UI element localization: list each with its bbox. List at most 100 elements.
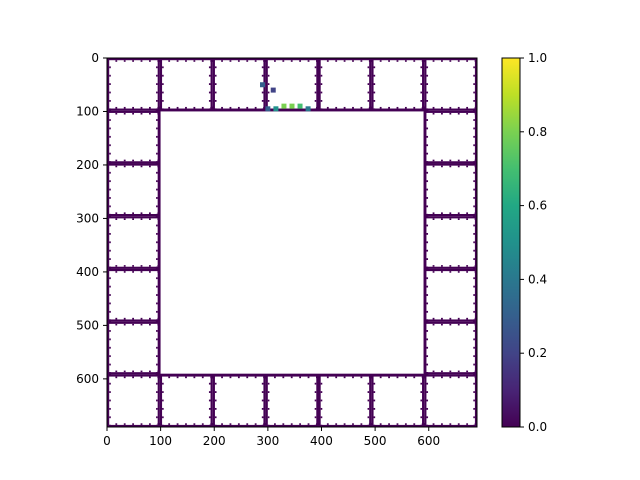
cell-notch [176,60,179,62]
cell-notch [432,165,435,168]
cell-notch [441,271,443,273]
cell-border [107,268,110,322]
cell-notch [326,60,329,62]
x-tick-label: 400 [310,434,333,448]
cell-notch [426,258,429,260]
cell-notch [432,265,435,267]
cell-notch [237,106,240,109]
cell-notch [162,100,164,102]
cell-notch [426,310,429,313]
cell-border [212,108,266,111]
cell-notch [132,60,134,62]
cell-notch [379,106,382,109]
corner-cross [475,423,477,427]
cell-notch [267,74,270,77]
cell-notch [157,165,160,168]
cell-notch [109,294,111,296]
cell-notch [466,271,469,273]
cell-notch [176,376,179,379]
cell-notch [176,423,179,425]
cell-notch [115,212,118,214]
cell-notch [210,106,213,109]
cell-border [424,163,427,217]
cell-notch [162,416,164,419]
cell-notch [466,106,469,109]
cell-notch [221,106,223,109]
cell-notch [314,391,317,393]
cell-notch [474,165,477,168]
cell-notch [299,60,302,62]
cell-notch [157,317,160,320]
cell-notch [314,416,317,419]
cell-notch [229,423,232,425]
cell-notch [432,218,435,220]
cell-notch [457,323,460,326]
fractal-cell [420,106,477,168]
colorbar-tick-label: 1.0 [528,51,547,65]
corner-cross [211,423,215,427]
cell-notch [109,416,111,419]
cell-notch [140,317,143,320]
highlight-cell [265,106,271,112]
fractal-cell [367,58,429,115]
cell-notch [466,265,469,267]
y-tick-label: 600 [76,372,99,386]
cell-notch [149,165,151,168]
cell-notch [157,423,160,425]
cell-notch [132,218,134,220]
cell-border [371,374,425,377]
cell-notch [457,60,460,62]
cell-notch [360,423,363,425]
cell-notch [373,399,376,402]
cell-border [474,268,477,322]
cell-notch [474,271,477,273]
cell-notch [115,317,118,320]
cell-notch [246,106,249,109]
cell-notch [314,91,317,94]
cell-notch [132,106,134,109]
cell-notch [421,376,424,379]
cell-notch [432,376,435,379]
cell-notch [367,91,370,94]
cell-notch [473,407,475,410]
cell-notch [335,106,338,109]
corner-cross [369,423,373,427]
cell-notch [157,159,160,162]
cell-notch [396,60,399,62]
cell-notch [379,376,382,379]
corner-cross [475,264,477,273]
cell-notch [149,112,151,115]
cell-border [424,58,427,111]
cell-notch [214,100,217,102]
cell-notch [274,376,276,379]
cell-notch [193,60,196,62]
cell-notch [473,363,475,366]
cell-notch [140,106,143,109]
cell-notch [132,265,134,267]
cell-notch [449,212,452,214]
cell-notch [157,376,160,379]
cell-notch [426,144,429,147]
cell-notch [314,382,317,385]
corner-cross [475,212,477,221]
cell-notch [426,294,429,296]
corner-cross [107,214,111,218]
cell-notch [162,391,164,393]
cell-notch [426,416,429,419]
cell-notch [132,212,134,214]
highlight-cell [305,106,311,112]
cell-border [265,58,268,111]
cell-notch [473,355,475,358]
cell-notch [473,171,475,174]
cell-border [157,321,160,375]
cell-border [107,321,160,324]
corner-cross [264,58,268,62]
cell-notch [413,60,416,62]
cell-notch [426,197,429,199]
corner-cross [316,58,320,62]
cell-notch [157,271,160,273]
cell-notch [149,317,151,320]
cell-notch [109,330,111,332]
cell-notch [156,355,158,358]
cell-notch [109,355,111,358]
